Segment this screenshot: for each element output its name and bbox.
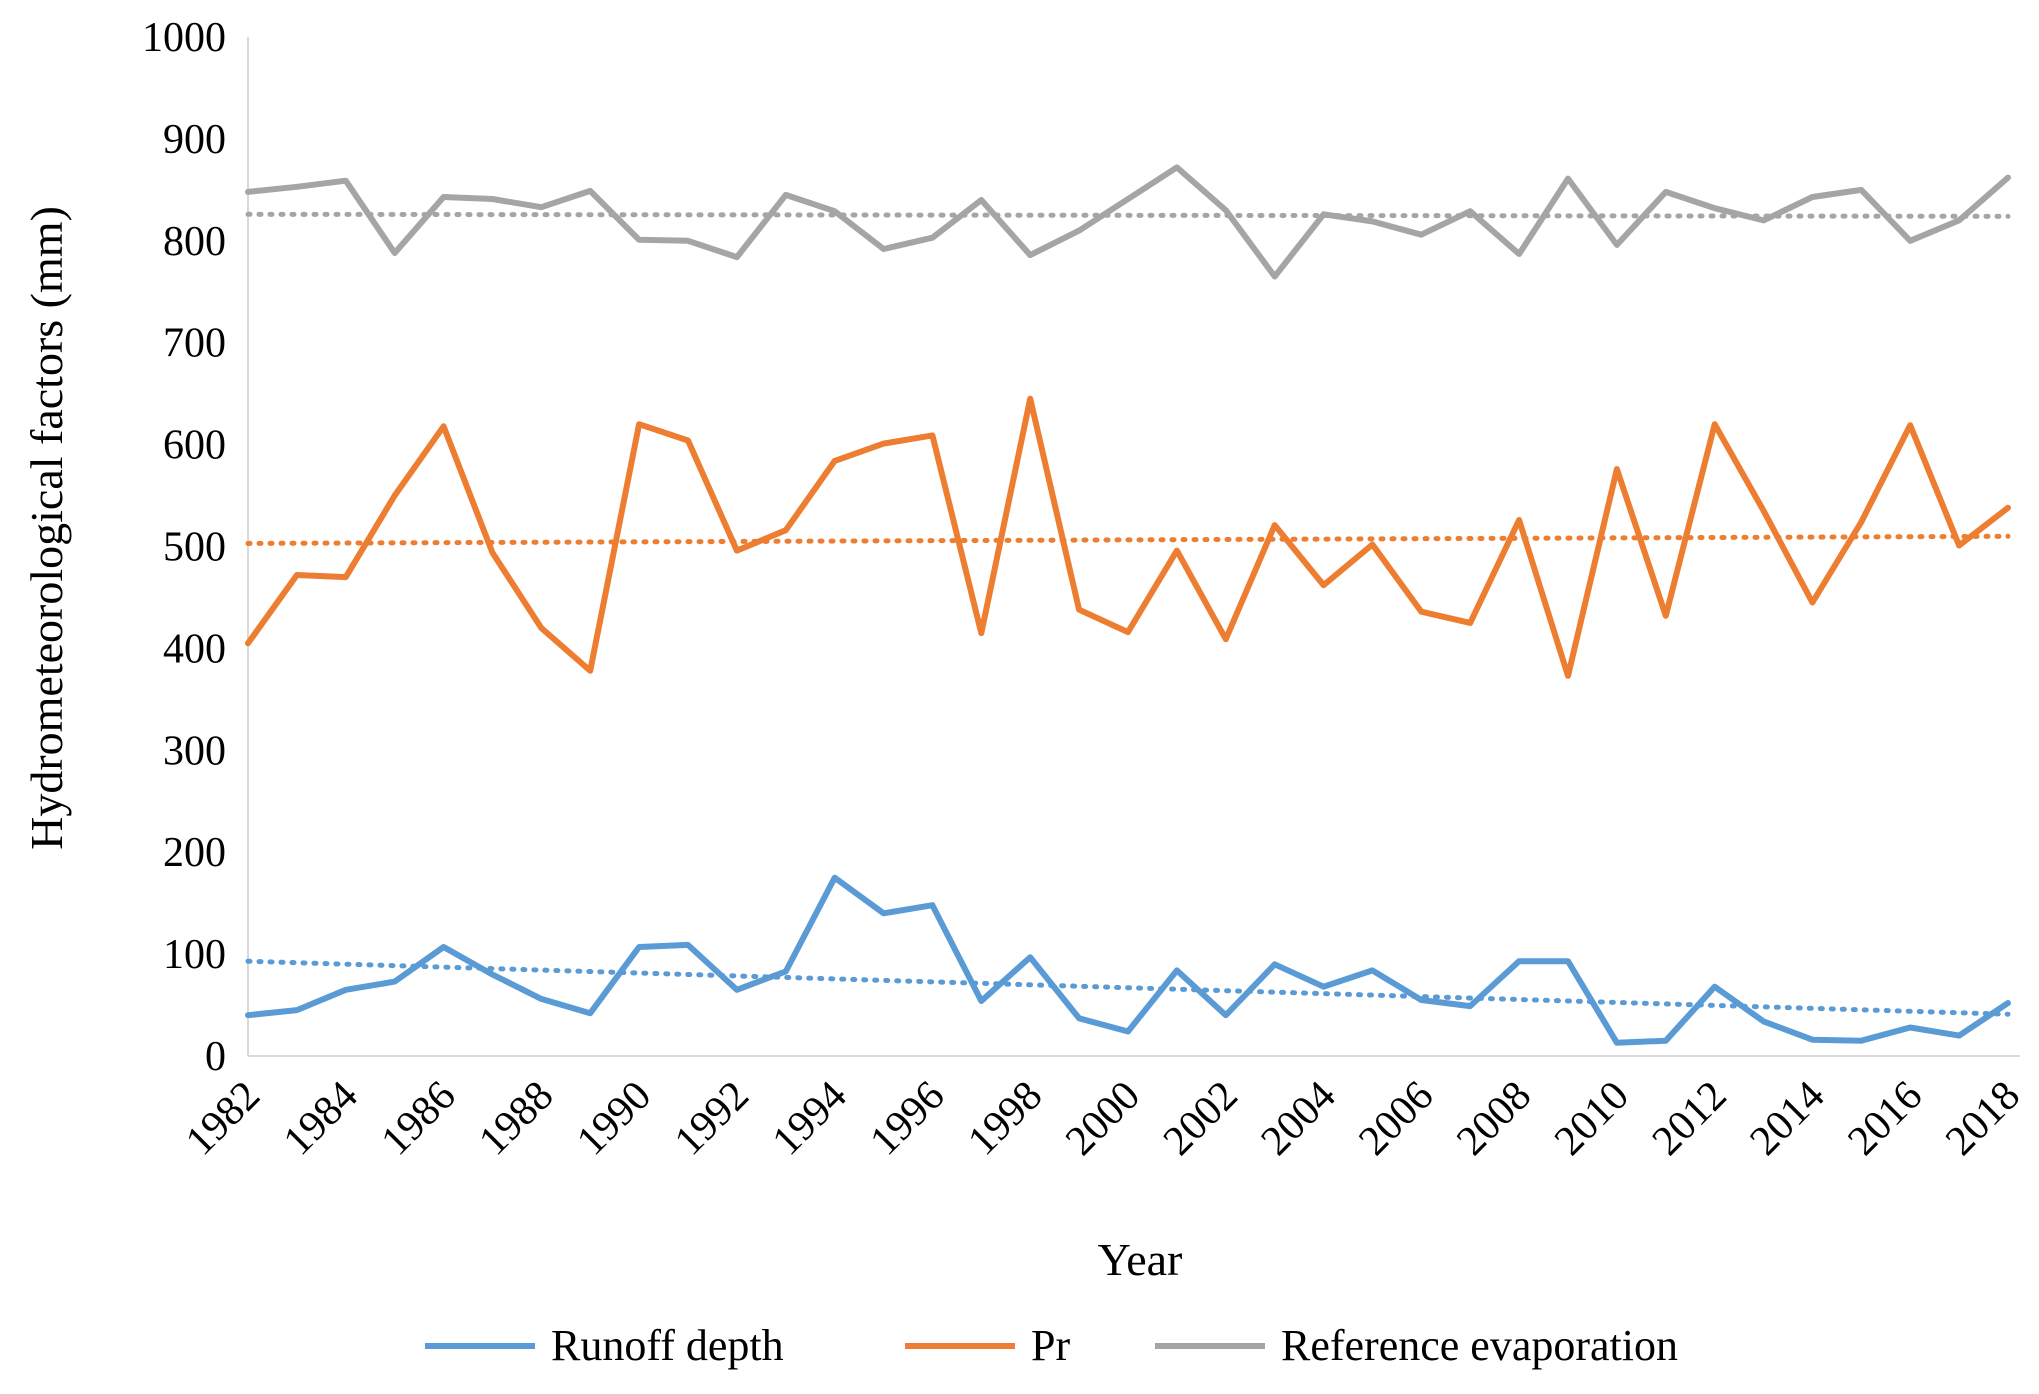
x-tick-label: 2012 <box>1644 1073 1736 1165</box>
x-tick-label: 1992 <box>666 1073 758 1165</box>
series-line <box>245 395 2011 679</box>
x-tick-label: 1984 <box>275 1073 367 1165</box>
x-tick-label: 1988 <box>470 1073 562 1165</box>
x-tick-label: 1982 <box>177 1073 269 1165</box>
x-tick-label: 2000 <box>1057 1073 1149 1165</box>
y-axis-title: Hydrometeorological factors (mm) <box>21 206 72 850</box>
x-tick-label: 2002 <box>1155 1073 1247 1165</box>
series-line <box>245 164 2011 280</box>
y-tick-label: 0 <box>205 1034 226 1080</box>
x-tick-label: 1996 <box>862 1073 954 1165</box>
y-tick-label: 200 <box>163 830 226 876</box>
x-tick-label: 2008 <box>1448 1073 1540 1165</box>
x-tick-label: 1994 <box>764 1073 856 1165</box>
y-axis: 0 100 200 300 400 500 600 700 800 900 1000 <box>142 15 249 1080</box>
y-tick-label: 800 <box>163 219 226 265</box>
x-tick-label: 1986 <box>373 1073 465 1165</box>
y-tick-label: 300 <box>163 728 226 774</box>
trendline <box>245 533 2011 546</box>
x-tick-label: 2004 <box>1253 1073 1345 1165</box>
legend-label: Pr <box>1031 1321 1070 1370</box>
legend-label: Runoff depth <box>551 1321 784 1370</box>
x-axis: 1982 1984 1986 1988 1990 1992 1994 1996 1998 2000… <box>177 1055 2029 1165</box>
y-tick-label: 900 <box>163 117 226 163</box>
trendlines <box>245 211 2011 1017</box>
y-tick-label: 700 <box>163 321 226 367</box>
x-tick-label: 1998 <box>959 1073 1051 1165</box>
x-axis-title: Year <box>1098 1234 1183 1285</box>
trendline <box>245 211 2011 219</box>
legend-label: Reference evaporation <box>1281 1321 1678 1370</box>
x-tick-label: 2014 <box>1742 1073 1834 1165</box>
y-tick-label: 100 <box>163 932 226 978</box>
legend: Runoff depth Pr Reference evaporation <box>425 1321 1678 1370</box>
trendline <box>245 958 2011 1017</box>
series-line <box>245 874 2011 1046</box>
x-tick-label: 1990 <box>568 1073 660 1165</box>
x-tick-label: 2006 <box>1350 1073 1442 1165</box>
x-tick-label: 2016 <box>1839 1073 1931 1165</box>
data-series <box>245 164 2011 1046</box>
y-tick-label: 400 <box>163 626 226 672</box>
y-tick-label: 1000 <box>142 15 226 61</box>
y-tick-label: 600 <box>163 423 226 469</box>
x-tick-label: 2018 <box>1937 1073 2029 1165</box>
y-tick-label: 500 <box>163 525 226 571</box>
x-tick-label: 2010 <box>1546 1073 1638 1165</box>
